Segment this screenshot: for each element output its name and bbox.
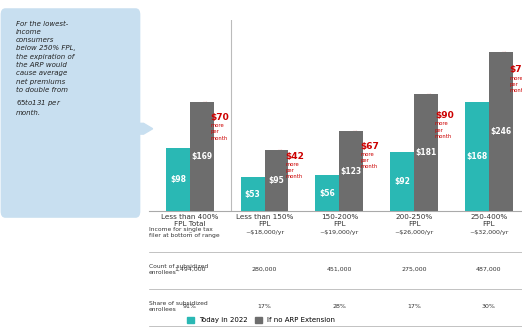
Bar (339, 131, 363, 211)
Text: 30%: 30% (482, 304, 496, 309)
Text: 17%: 17% (258, 304, 271, 309)
Text: $169: $169 (191, 152, 212, 161)
Legend: Today in 2022, If no ARP Extension: Today in 2022, If no ARP Extension (184, 314, 338, 326)
Text: more
per
month: more per month (360, 152, 377, 169)
Text: $168: $168 (466, 152, 488, 161)
Text: 28%: 28% (333, 304, 346, 309)
Bar (241, 177, 265, 211)
Text: Share of subsidized
enrollees: Share of subsidized enrollees (149, 301, 208, 312)
Text: $67: $67 (360, 142, 379, 150)
Text: Income for single tax
filer at bottom of range: Income for single tax filer at bottom of… (149, 227, 219, 238)
Text: $78: $78 (509, 65, 522, 74)
Bar (265, 149, 289, 211)
Text: ~$26,000/yr: ~$26,000/yr (395, 230, 434, 235)
Text: $53: $53 (245, 189, 260, 199)
Text: 91%: 91% (183, 304, 197, 309)
Text: more
per
month: more per month (286, 162, 303, 179)
Bar (190, 102, 214, 211)
Text: $42: $42 (286, 151, 304, 161)
Text: 275,000: 275,000 (401, 267, 427, 272)
Text: 487,000: 487,000 (476, 267, 502, 272)
Text: 280,000: 280,000 (252, 267, 277, 272)
Text: 17%: 17% (407, 304, 421, 309)
Text: $95: $95 (269, 176, 284, 185)
FancyBboxPatch shape (1, 9, 139, 217)
Bar (465, 102, 489, 211)
Text: –: – (188, 230, 192, 235)
Text: more
per
month: more per month (435, 121, 452, 139)
Text: For the lowest-
income
consumers
below 250% FPL,
the expiration of
the ARP would: For the lowest- income consumers below 2… (16, 21, 75, 116)
Text: $181: $181 (416, 148, 436, 157)
Text: ~$19,000/yr: ~$19,000/yr (319, 230, 359, 235)
Text: Count of subsidized
enrollees: Count of subsidized enrollees (149, 264, 208, 275)
Text: $56: $56 (319, 188, 335, 198)
Bar (390, 151, 414, 211)
Text: $246: $246 (490, 127, 511, 136)
Text: 451,000: 451,000 (327, 267, 352, 272)
Text: 1,494,000: 1,494,000 (174, 267, 206, 272)
Text: ~$18,000/yr: ~$18,000/yr (245, 230, 284, 235)
Text: more
per
month: more per month (211, 123, 228, 141)
Bar (166, 148, 190, 211)
Text: $123: $123 (341, 167, 362, 176)
Text: $98: $98 (170, 175, 186, 184)
Text: ~$32,000/yr: ~$32,000/yr (469, 230, 508, 235)
Text: $70: $70 (211, 113, 230, 122)
Bar (315, 175, 339, 211)
Text: $90: $90 (435, 111, 454, 120)
Text: more
per
month: more per month (509, 76, 522, 93)
FancyArrow shape (120, 123, 152, 134)
Bar (489, 51, 513, 211)
Text: $92: $92 (394, 177, 410, 186)
Bar (414, 94, 438, 211)
